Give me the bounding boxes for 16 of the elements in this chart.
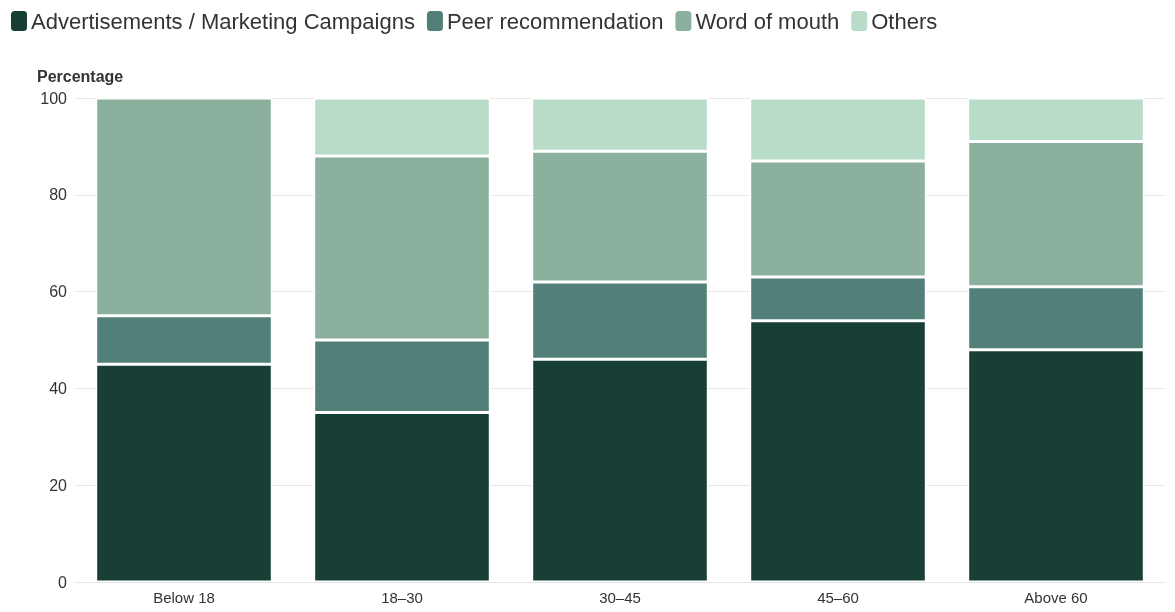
x-tick-label: 18–30 bbox=[381, 589, 423, 606]
y-tick-label: 100 bbox=[40, 89, 68, 107]
y-tick-label: 20 bbox=[49, 476, 68, 494]
y-tick-label: 80 bbox=[49, 186, 68, 204]
x-tick-label: 45–60 bbox=[817, 589, 859, 606]
x-tick-label: 30–45 bbox=[599, 589, 641, 606]
x-tick-label: Below 18 bbox=[153, 589, 215, 606]
y-tick-label: 60 bbox=[49, 283, 68, 301]
x-tick-label: Above 60 bbox=[1024, 589, 1088, 606]
legend-label: Peer recommendation bbox=[446, 8, 664, 34]
y-axis-title: Percentage bbox=[37, 67, 124, 85]
legend-label: Word of mouth bbox=[695, 8, 840, 34]
legend-label: Others bbox=[871, 8, 938, 34]
y-tick-label: 0 bbox=[58, 573, 68, 591]
legend-label: Advertisements / Marketing Campaigns bbox=[31, 8, 415, 34]
y-tick-label: 40 bbox=[49, 379, 68, 397]
